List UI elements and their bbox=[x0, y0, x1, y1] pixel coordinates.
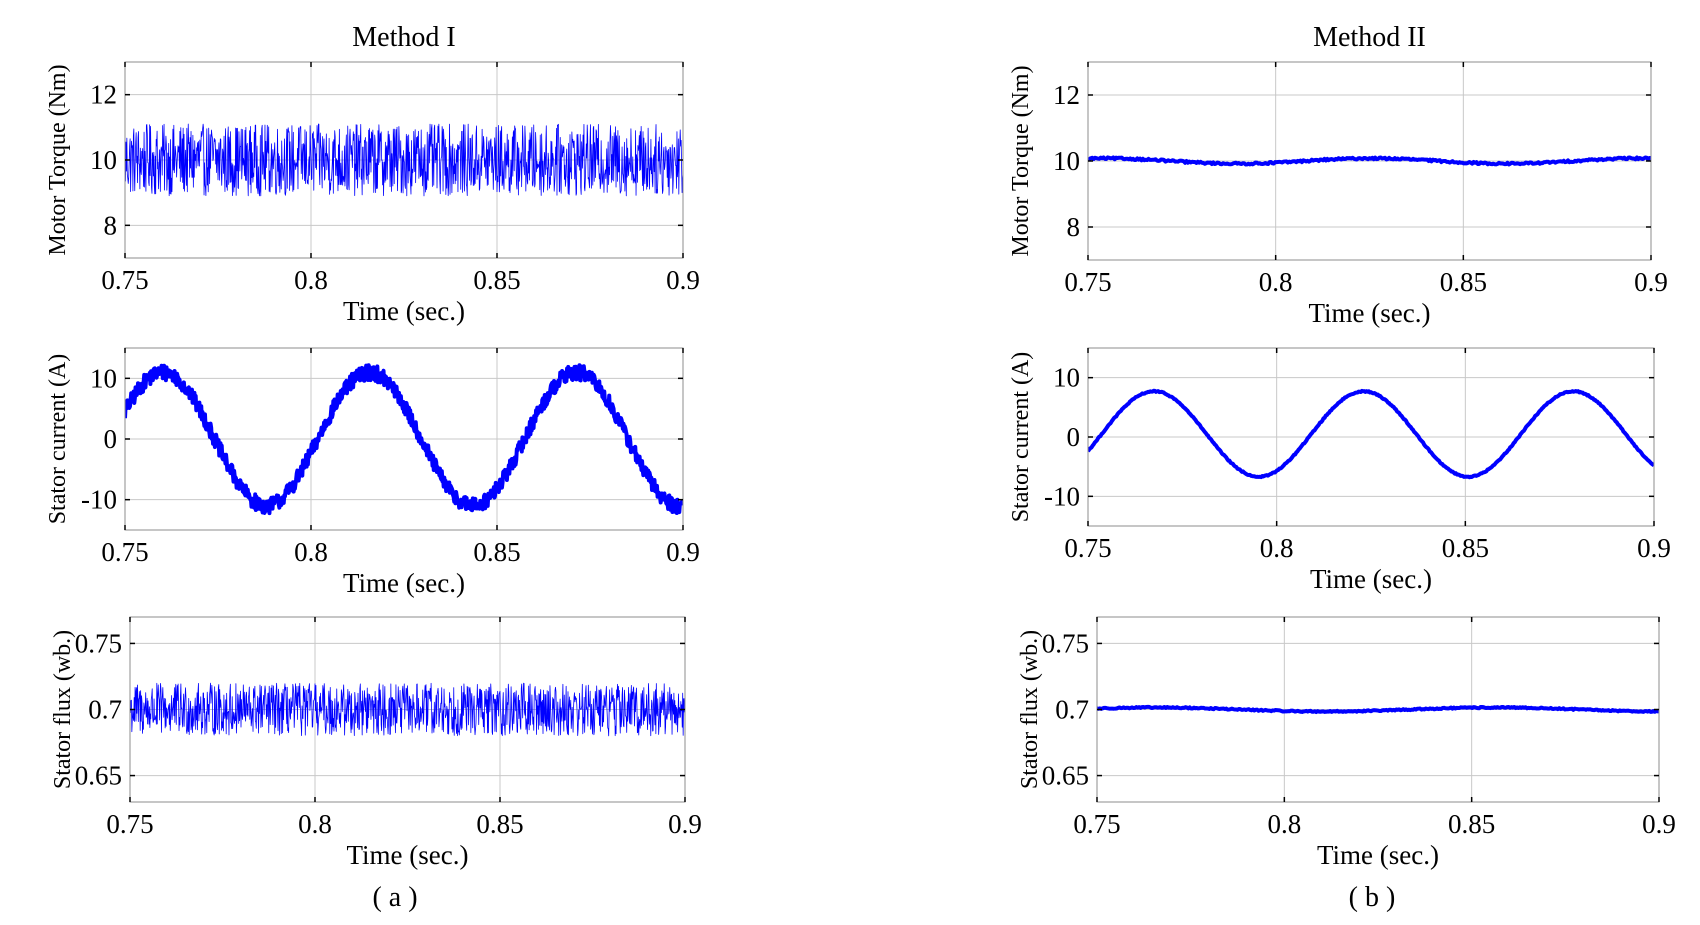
x-axis-label: Time (sec.) bbox=[343, 296, 465, 326]
y-tick-label: 0.7 bbox=[1055, 695, 1089, 725]
x-tick-label: 0.9 bbox=[1634, 267, 1668, 297]
y-tick-label: 0.75 bbox=[75, 628, 122, 658]
y-axis-label: Motor Torque (Nm) bbox=[45, 64, 71, 255]
x-tick-label: 0.85 bbox=[1448, 809, 1495, 839]
series-line bbox=[125, 123, 683, 197]
x-tick-label: 0.9 bbox=[1642, 809, 1676, 839]
x-tick-label: 0.9 bbox=[666, 537, 700, 567]
x-tick-label: 0.9 bbox=[666, 265, 700, 295]
plot-b-2: 0.75 0.8 0.85 0.9 0.65 0.7 0.75 Time (sec.) Stat… bbox=[1017, 616, 1676, 870]
x-axis-label: Time (sec.) bbox=[1317, 840, 1439, 870]
plots-layer: 0.75 0.8 0.85 0.9 8 10 12 Time (sec.) Motor Torq… bbox=[45, 22, 1676, 870]
y-tick-label: 12 bbox=[1053, 80, 1080, 110]
y-axis-label: Stator flux (wb.) bbox=[50, 630, 76, 789]
y-axis-label: Stator current (A) bbox=[45, 354, 71, 525]
y-tick-label: 10 bbox=[1053, 363, 1080, 393]
caption-a: ( a ) bbox=[372, 882, 417, 913]
series-line bbox=[125, 363, 683, 516]
y-axis-label: Stator flux (wb.) bbox=[1017, 630, 1043, 789]
y-tick-label: 0.65 bbox=[1042, 761, 1089, 791]
x-tick-label: 0.9 bbox=[1637, 533, 1671, 563]
x-tick-label: 0.75 bbox=[101, 537, 148, 567]
x-tick-label: 0.75 bbox=[1073, 809, 1120, 839]
x-tick-label: 0.9 bbox=[668, 809, 702, 839]
x-tick-label: 0.8 bbox=[294, 265, 328, 295]
plot-a-2: 0.75 0.8 0.85 0.9 0.65 0.7 0.75 Time (sec.) Stat… bbox=[50, 616, 702, 870]
x-tick-label: 0.8 bbox=[1260, 533, 1294, 563]
x-tick-label: 0.75 bbox=[106, 809, 153, 839]
x-tick-label: 0.85 bbox=[473, 265, 520, 295]
series-line bbox=[1097, 704, 1659, 715]
x-tick-label: 0.85 bbox=[1442, 533, 1489, 563]
plot-a-0: 0.75 0.8 0.85 0.9 8 10 12 Time (sec.) Motor Torq… bbox=[45, 22, 700, 326]
y-axis-label: Motor Torque (Nm) bbox=[1008, 65, 1034, 256]
plot-b-1: 0.75 0.8 0.85 0.9 -10 0 10 Time (sec.) Stator cu… bbox=[1008, 347, 1671, 594]
y-tick-label: 8 bbox=[1067, 212, 1081, 242]
x-tick-label: 0.75 bbox=[1064, 267, 1111, 297]
x-tick-label: 0.8 bbox=[294, 537, 328, 567]
y-tick-label: -10 bbox=[1044, 481, 1080, 511]
chart-title: Method II bbox=[1313, 22, 1426, 53]
x-tick-label: 0.75 bbox=[1064, 533, 1111, 563]
caption-b: ( b ) bbox=[1349, 882, 1396, 913]
y-tick-label: 0.75 bbox=[1042, 628, 1089, 658]
x-tick-label: 0.8 bbox=[1267, 809, 1301, 839]
plot-a-1: 0.75 0.8 0.85 0.9 -10 0 10 Time (sec.) Stator cu… bbox=[45, 347, 700, 598]
x-axis-label: Time (sec.) bbox=[1310, 564, 1432, 594]
x-tick-label: 0.8 bbox=[298, 809, 332, 839]
y-tick-label: 0 bbox=[104, 424, 118, 454]
x-tick-label: 0.85 bbox=[476, 809, 523, 839]
x-tick-label: 0.8 bbox=[1259, 267, 1293, 297]
y-tick-label: -10 bbox=[81, 485, 117, 515]
series-line bbox=[130, 682, 685, 737]
x-axis-label: Time (sec.) bbox=[347, 840, 469, 870]
x-tick-label: 0.85 bbox=[473, 537, 520, 567]
chart-title: Method I bbox=[352, 22, 455, 53]
y-tick-label: 0 bbox=[1067, 422, 1081, 452]
y-tick-label: 0.7 bbox=[88, 695, 122, 725]
y-tick-label: 10 bbox=[1053, 146, 1080, 176]
y-axis-label: Stator current (A) bbox=[1008, 352, 1034, 523]
y-tick-label: 10 bbox=[90, 145, 117, 175]
x-tick-label: 0.75 bbox=[101, 265, 148, 295]
x-tick-label: 0.85 bbox=[1440, 267, 1487, 297]
y-tick-label: 0.65 bbox=[75, 761, 122, 791]
plot-b-0: 0.75 0.8 0.85 0.9 8 10 12 Time (sec.) Motor Torq… bbox=[1008, 22, 1668, 328]
x-axis-label: Time (sec.) bbox=[1309, 298, 1431, 328]
y-tick-label: 12 bbox=[90, 80, 117, 110]
y-tick-label: 10 bbox=[90, 363, 117, 393]
x-axis-label: Time (sec.) bbox=[343, 568, 465, 598]
series-line bbox=[1088, 155, 1651, 167]
y-tick-label: 8 bbox=[104, 210, 118, 240]
series-line bbox=[1088, 388, 1654, 480]
